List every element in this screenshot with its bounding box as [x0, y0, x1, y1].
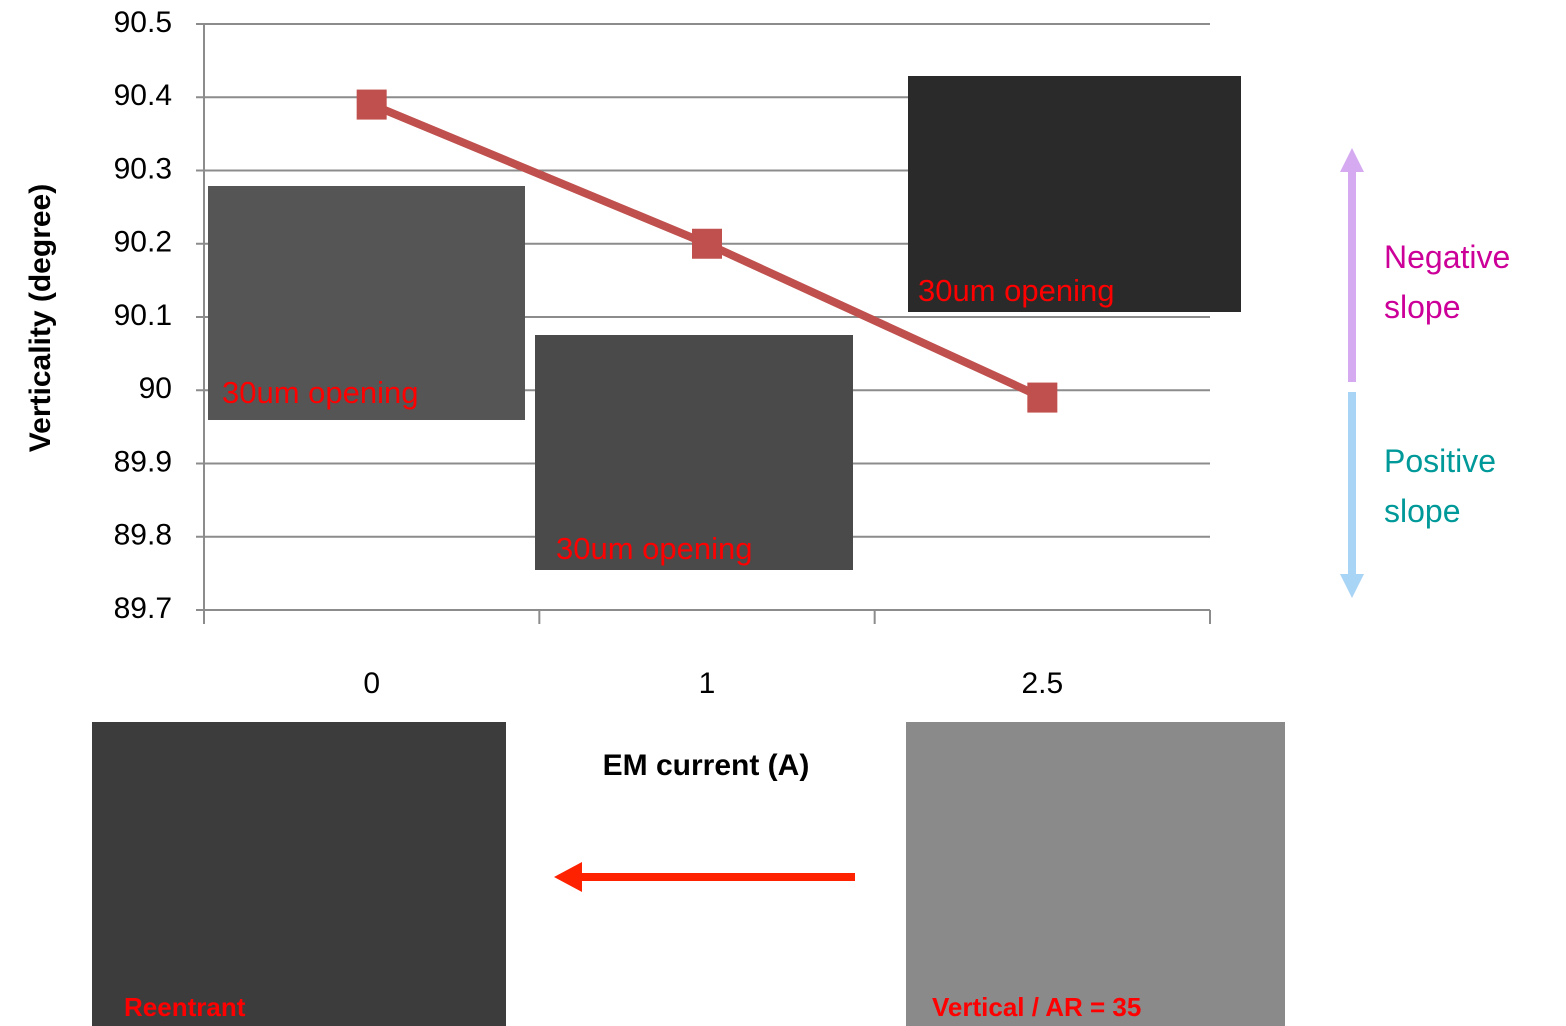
- x-axis-title: EM current (A): [603, 749, 810, 782]
- x-tick-label: 0: [363, 667, 380, 700]
- x-tick-label: 2.5: [1021, 667, 1063, 700]
- data-point: [692, 229, 722, 259]
- y-tick-label: 90.3: [114, 152, 172, 185]
- annotation: Reentrant: [124, 982, 245, 1026]
- y-tick-label: 89.8: [114, 519, 172, 552]
- data-point: [1027, 383, 1057, 413]
- data-point: [357, 90, 387, 120]
- annotation: 30um opening: [222, 368, 419, 418]
- y-tick-label: 90.1: [114, 299, 172, 332]
- sem-image: [906, 722, 1285, 1026]
- x-tick-label: 1: [699, 667, 716, 700]
- sem-image: [92, 722, 506, 1026]
- y-tick-label: 90: [139, 372, 172, 405]
- y-tick-label: 89.9: [114, 445, 172, 478]
- y-tick-label: 89.7: [114, 592, 172, 625]
- positive-arrow: [1340, 392, 1364, 598]
- chart: 89.7 89.8 89.9 90 90.1 90.2 90.3 90.4 90.5 Vertic…: [0, 0, 1566, 1026]
- y-tick-label: 90.4: [114, 79, 172, 112]
- page: 89.7 89.8 89.9 90 90.1 90.2 90.3 90.4 90.5 Vertic…: [0, 0, 1566, 1026]
- negative-arrow: [1340, 148, 1364, 382]
- y-tick-label: 90.2: [114, 226, 172, 259]
- annotation: Vertical / AR = 35: [932, 982, 1141, 1026]
- annotation: 30um opening: [556, 524, 753, 574]
- annotation: 30um opening: [918, 266, 1115, 316]
- annotation: Positive slope: [1384, 436, 1524, 536]
- annotation: Negative slope: [1384, 232, 1544, 332]
- direction-arrow: [554, 862, 855, 892]
- y-axis-title: Verticality (degree): [24, 184, 57, 452]
- y-tick-label: 90.5: [114, 6, 172, 39]
